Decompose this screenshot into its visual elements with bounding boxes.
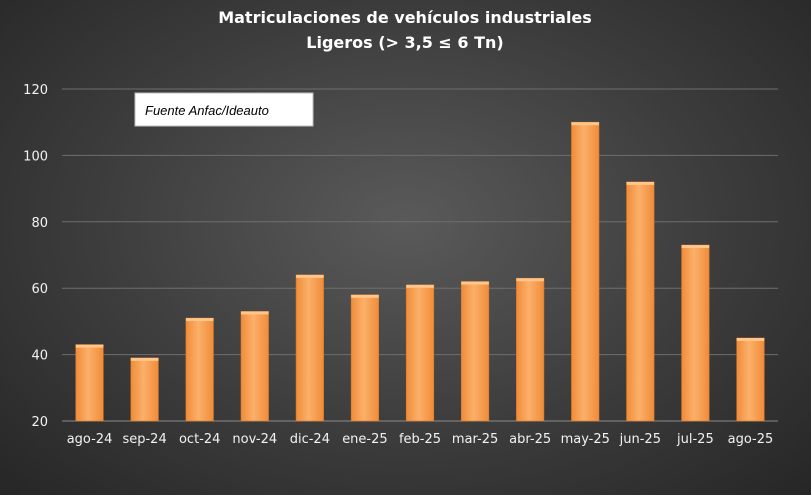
x-tick-label: ago-24 [67, 432, 113, 447]
bar [681, 244, 710, 422]
x-tick-label: jul-25 [676, 432, 714, 447]
bar-top-highlight [241, 311, 269, 315]
bar [405, 284, 435, 422]
source-annotation: Fuente Anfac/Ideauto [134, 92, 314, 127]
bar [130, 357, 159, 422]
x-tick-label: ago-25 [728, 432, 774, 447]
bar-top-highlight [130, 357, 159, 361]
chart-title: Matriculaciones de vehículos industriale… [218, 8, 592, 27]
x-tick-label: oct-24 [179, 432, 220, 447]
y-tick-label: 80 [31, 216, 48, 231]
y-axis: 20 40 60 80 100 120 [23, 83, 48, 430]
x-tick-label: sep-24 [122, 432, 166, 447]
bar-top-highlight [296, 274, 324, 278]
x-tick-label: feb-25 [399, 432, 441, 447]
x-tick-label: jun-25 [619, 432, 661, 447]
bar [461, 281, 490, 422]
bar [626, 181, 655, 422]
bar-top-highlight [461, 281, 489, 285]
x-axis: ago-24 sep-24 oct-24 nov-24 dic-24 ene-25 feb-… [67, 432, 774, 447]
bar-top-highlight [406, 284, 434, 288]
chart-subtitle: Ligeros (> 3,5 ≤ 6 Tn) [306, 33, 503, 52]
bar [516, 277, 545, 422]
x-tick-label: ene-25 [342, 432, 387, 447]
bar-top-highlight [75, 344, 104, 348]
source-box [134, 92, 314, 127]
bar-top-highlight [516, 278, 544, 282]
bar [350, 294, 379, 422]
x-tick-label: abr-25 [509, 432, 551, 447]
bar-top-highlight [626, 181, 655, 185]
bar-top-highlight [681, 245, 710, 249]
bar [75, 344, 104, 422]
y-tick-label: 20 [31, 415, 48, 430]
bars [75, 121, 765, 422]
x-tick-label: may-25 [561, 432, 610, 447]
bar-top-highlight [351, 294, 379, 298]
x-tick-label: dic-24 [290, 432, 330, 447]
y-tick-label: 120 [23, 83, 48, 98]
x-tick-label: mar-25 [452, 432, 498, 447]
y-tick-label: 40 [31, 349, 48, 364]
bar-top-highlight [736, 338, 765, 341]
bar [571, 121, 600, 422]
bar-top-highlight [571, 122, 599, 126]
y-tick-label: 60 [31, 282, 48, 297]
x-tick-label: nov-24 [232, 432, 277, 447]
bar [240, 311, 269, 422]
bar [736, 337, 765, 422]
bar [185, 317, 214, 422]
bar [295, 274, 324, 422]
source-text: Fuente Anfac/Ideauto [145, 103, 269, 118]
bar-top-highlight [185, 318, 214, 322]
y-tick-label: 100 [23, 149, 48, 164]
